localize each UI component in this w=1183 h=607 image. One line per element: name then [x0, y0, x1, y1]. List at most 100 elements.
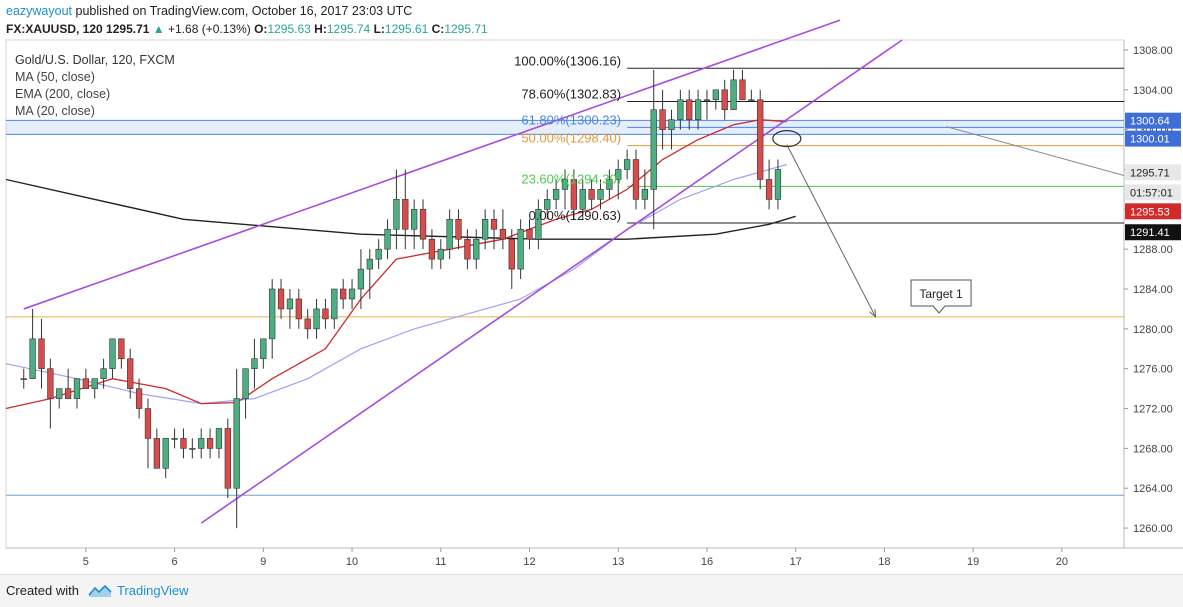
- price-tag-label: 1291.41: [1130, 227, 1170, 239]
- candle-body: [499, 228, 507, 240]
- candle-body: [198, 438, 205, 449]
- candle-body: [109, 338, 116, 370]
- candle-body: [535, 209, 542, 240]
- candle-body: [464, 238, 471, 260]
- candle-body: [739, 79, 746, 101]
- price-tag-bg: [1125, 203, 1181, 220]
- candle-body: [508, 238, 515, 270]
- target-label: Target 1: [919, 287, 963, 301]
- candle-body: [56, 388, 63, 399]
- fib-retracement: [6, 67, 1124, 224]
- candle-body: [277, 288, 285, 310]
- price-tick-label: 1308.00: [1133, 45, 1173, 57]
- candle-body: [694, 99, 702, 120]
- publish-header: eazywayout published on TradingView.com,…: [6, 4, 412, 18]
- price-tick-label: 1268.00: [1133, 443, 1173, 455]
- high-label: H:: [314, 22, 327, 36]
- candle-body: [91, 378, 98, 389]
- channel-lower-line: [200, 39, 903, 524]
- candle-body: [153, 438, 160, 469]
- author-link[interactable]: eazywayout: [6, 4, 73, 18]
- price-change: +1.68 (+0.13%): [168, 22, 251, 36]
- candle-body: [730, 79, 737, 111]
- candle-body: [215, 428, 223, 449]
- candle-body: [712, 89, 719, 101]
- candle-body: [615, 169, 622, 180]
- candle-body: [650, 109, 657, 190]
- price-tag-bg: [1125, 130, 1181, 147]
- candle-body: [446, 218, 453, 250]
- candle-body: [774, 169, 782, 200]
- time-tick-label: 5: [83, 556, 89, 568]
- candle-body: [393, 199, 400, 230]
- candle-body: [757, 99, 764, 180]
- fib-level-label: 78.60%(1302.83): [521, 86, 621, 101]
- candle-body: [127, 358, 134, 389]
- candle-body: [295, 298, 302, 320]
- chart-legend: Gold/U.S. Dollar, 120, FXCM MA (50, clos…: [15, 52, 175, 120]
- candle-body: [606, 179, 613, 190]
- price-tag-bg: [1125, 112, 1181, 129]
- candle-body: [224, 428, 231, 489]
- candle-body: [331, 288, 338, 320]
- legend-item-ema200[interactable]: EMA (200, close): [15, 87, 111, 101]
- candle-body: [561, 179, 569, 190]
- time-tick-label: 11: [435, 556, 446, 568]
- candle-body: [304, 318, 311, 330]
- candle-body: [490, 218, 498, 230]
- time-tick-label: 18: [878, 556, 890, 568]
- legend-item-ma50[interactable]: MA (50, close): [15, 70, 95, 84]
- ma20-line: [5, 119, 787, 410]
- fib-level-label: 61.80%(1300.23): [521, 112, 621, 127]
- price-tag-label: 1295.71: [1130, 167, 1170, 179]
- symbol-label: FX:XAUUSD, 120: [6, 22, 103, 36]
- price-tick-label: 1304.00: [1133, 85, 1173, 97]
- candle-body: [677, 99, 684, 120]
- fib-level-label: 50.00%(1298.40): [521, 131, 621, 146]
- fib-labels: 100.00%(1306.16) 78.60%(1302.83) 61.80%(13…: [514, 53, 621, 223]
- target-arrow: [786, 144, 877, 318]
- price-tick-label: 1288.00: [1133, 244, 1173, 256]
- candle-body: [118, 338, 125, 360]
- candle-body: [233, 398, 240, 489]
- candle-body: [38, 338, 45, 370]
- open-value: 1295.63: [267, 22, 311, 36]
- ema200-line: [5, 178, 796, 240]
- candle-body: [322, 308, 329, 320]
- time-tick-label: 16: [701, 556, 713, 568]
- candle-body: [47, 368, 54, 399]
- candle-body: [242, 368, 249, 399]
- candle-body: [668, 119, 675, 130]
- legend-item-ma20[interactable]: MA (20, close): [15, 104, 95, 118]
- symbol-bar: FX:XAUUSD, 120 1295.71 ▲ +1.68 (+0.13%) …: [6, 22, 488, 36]
- candle-body: [313, 308, 320, 330]
- candle-body: [64, 388, 72, 399]
- candle-body: [428, 238, 436, 260]
- candle-body: [721, 89, 728, 111]
- high-value: 1295.74: [326, 22, 371, 36]
- candle-body: [411, 209, 418, 230]
- candle-body: [73, 378, 81, 399]
- candle-body: [251, 358, 258, 370]
- candle-body: [29, 338, 36, 379]
- candle-body: [171, 438, 178, 440]
- tradingview-link[interactable]: TradingView: [117, 583, 189, 598]
- footer: Created with TradingView: [0, 574, 1183, 607]
- time-tick-label: 20: [1056, 556, 1068, 568]
- time-axis-ticks: 5 6 9 10 11 12 13 16 17 18 19 20: [83, 548, 1068, 568]
- price-tick-label: 1280.00: [1133, 324, 1173, 336]
- candle-body: [552, 189, 560, 200]
- time-tick-label: 13: [612, 556, 624, 568]
- candle-body: [641, 189, 648, 200]
- candle-body: [269, 288, 276, 340]
- candle-body: [206, 438, 214, 449]
- candle-body: [437, 248, 444, 260]
- candle-body: [579, 189, 586, 210]
- candle-body: [526, 228, 533, 240]
- candle-body: [659, 109, 666, 130]
- target-callout-box: [910, 279, 972, 314]
- target-arrow-head: [869, 308, 877, 319]
- indicators: [5, 119, 796, 410]
